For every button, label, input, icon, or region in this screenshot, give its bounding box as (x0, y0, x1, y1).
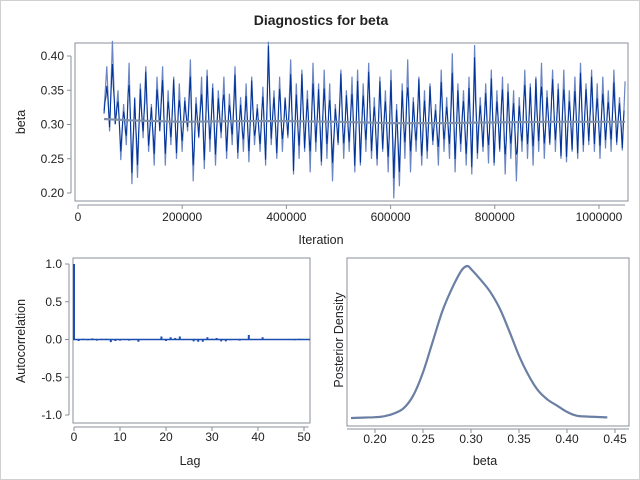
trace-x-tick-label: 400000 (266, 210, 306, 224)
acf-bar (169, 337, 172, 340)
acf-x-tick-label: 20 (159, 430, 173, 444)
acf-bar (114, 339, 117, 342)
acf-bar (109, 339, 112, 343)
density-x-tick-label: 0.35 (507, 432, 531, 446)
acf-bar (119, 339, 121, 341)
acf-bar (165, 339, 167, 342)
acf-bar (174, 337, 177, 340)
trace-ylabel: beta (14, 110, 28, 134)
density-xlabel: beta (473, 454, 497, 468)
acf-bar (155, 339, 158, 340)
trace-y-tick-label: 0.35 (41, 83, 65, 97)
trace-frame (74, 42, 629, 202)
acf-bar (215, 337, 218, 340)
acf-bar (261, 337, 264, 340)
trace-y-tick-label: 0.20 (41, 186, 65, 200)
acf-bar (128, 339, 131, 341)
density-x-tick-label: 0.45 (603, 432, 627, 446)
density-x-tick-label: 0.40 (555, 432, 579, 446)
acf-bar (247, 334, 250, 340)
density-frame (346, 257, 630, 427)
acf-bar (201, 339, 204, 342)
acf-bar (142, 339, 144, 340)
acf-y-tick-label: -0.5 (41, 370, 62, 384)
trace-x-tick-label: 200000 (162, 210, 202, 224)
acf-bar (243, 339, 246, 340)
trace-series (103, 45, 625, 179)
density-plot: beta Posterior Density 0.20 0.25 0.30 0.35 0… (332, 257, 630, 468)
acf-bar (96, 339, 98, 341)
acf-y-tick-label: 0.5 (45, 295, 62, 309)
density-x-tick-label: 0.25 (411, 432, 435, 446)
acf-bar (206, 337, 209, 340)
acf-xlabel: Lag (180, 454, 201, 468)
trace-x-tick-label: 1000000 (576, 210, 623, 224)
acf-y-tick-label: 1.0 (45, 257, 62, 271)
acf-bar (229, 339, 232, 341)
acf-bar (211, 338, 213, 340)
trace-x-tick-label: 600000 (371, 210, 411, 224)
acf-bar (220, 339, 223, 342)
acf-bar (252, 339, 255, 340)
acf-bar (82, 338, 85, 340)
acf-x-tick-label: 40 (251, 430, 265, 444)
trace-xlabel: Iteration (298, 233, 343, 247)
acf-y-tick-label: 0.0 (45, 333, 62, 347)
acf-bar (266, 339, 269, 340)
density-x-tick-label: 0.20 (363, 432, 387, 446)
acf-bar (293, 339, 296, 341)
acf-bar (132, 339, 135, 340)
acf-bar (192, 339, 195, 342)
acf-bar (257, 339, 259, 340)
autocorrelation-plot: Lag Autocorrelation 0 10 20 30 40 50 -1.0 -0.5 0… (14, 257, 311, 468)
acf-x-tick-label: 50 (297, 430, 311, 444)
acf-bar (77, 339, 80, 342)
trace-x-tick-label: 800000 (475, 210, 515, 224)
acf-bar (303, 339, 305, 340)
acf-bar (137, 339, 140, 342)
acf-bar (284, 339, 287, 340)
acf-frame (72, 257, 311, 424)
trace-y-tick-label: 0.40 (41, 49, 65, 63)
acf-bar (151, 339, 154, 340)
density-curve (350, 264, 608, 420)
acf-bar (160, 336, 163, 340)
acf-bar (238, 339, 241, 341)
trace-plot: Iteration beta 0 200000 400000 600000 800000… (14, 40, 629, 247)
density-ylabel: Posterior Density (332, 292, 346, 388)
acf-bar (224, 339, 227, 342)
trace-y-tick-label: 0.25 (41, 152, 65, 166)
acf-bar (183, 339, 186, 340)
acf-bar (298, 338, 301, 340)
acf-bar (197, 339, 200, 342)
acf-bar (86, 339, 89, 341)
acf-bar (178, 336, 181, 340)
trace-x-tick-label: 0 (75, 210, 82, 224)
trace-smooth-line (103, 117, 626, 125)
figure-title: Diagnostics for beta (254, 12, 389, 28)
acf-bar (73, 264, 75, 340)
acf-bar (289, 339, 292, 340)
acf-x-tick-label: 10 (113, 430, 127, 444)
acf-bar (105, 338, 108, 340)
acf-ylabel: Autocorrelation (14, 299, 28, 383)
acf-x-tick-label: 0 (71, 430, 78, 444)
acf-bar (91, 338, 94, 340)
acf-bar (270, 339, 273, 340)
acf-bar (123, 339, 126, 340)
acf-bar (146, 339, 149, 340)
acf-bar (188, 339, 190, 340)
acf-bar (275, 339, 278, 340)
acf-x-tick-label: 30 (205, 430, 219, 444)
acf-bar (100, 338, 103, 340)
trace-y-tick-label: 0.30 (41, 118, 65, 132)
acf-bar (280, 339, 282, 340)
acf-bar (234, 339, 236, 340)
density-x-tick-label: 0.30 (459, 432, 483, 446)
acf-y-tick-label: -1.0 (41, 408, 62, 422)
